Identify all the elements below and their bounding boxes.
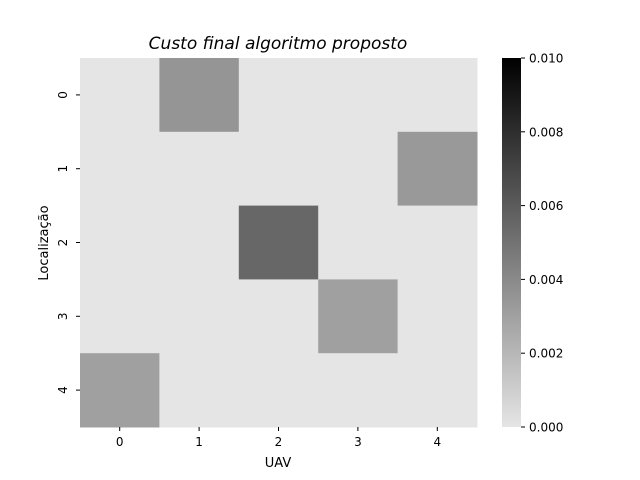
heatmap-cell-r1-c2 (238, 131, 319, 207)
x-axis-ticks: 0 1 2 3 4 (116, 427, 441, 449)
y-tick-label-4: 4 (56, 386, 70, 394)
y-tick-label-1: 1 (56, 165, 70, 173)
x-tick-label-0: 0 (116, 435, 124, 449)
colorbar-tick-label-5: 0.010 (529, 52, 563, 66)
heatmap-cell-r1-c4 (397, 131, 478, 207)
y-axis-ticks: 0 1 2 3 4 (56, 91, 80, 394)
heatmap-cell-r0-c2 (238, 58, 319, 133)
y-tick-label-3: 3 (56, 312, 70, 320)
y-tick-label-0: 0 (56, 91, 70, 99)
colorbar-tick-label-0: 0.000 (529, 421, 563, 435)
heatmap-cell-r2-c1 (159, 205, 240, 280)
heatmap-cell-r1-c3 (318, 131, 399, 207)
x-axis-label: UAV (265, 456, 292, 471)
x-tick-label-1: 1 (195, 435, 203, 449)
heatmap-cell-r2-c3 (318, 205, 399, 280)
heatmap-cell-r0-c3 (318, 58, 399, 133)
heatmap-cell-r4-c3 (318, 353, 399, 428)
x-tick-label-2: 2 (275, 435, 283, 449)
colorbar-tick-label-4: 0.008 (529, 125, 563, 139)
heatmap-cell-r3-c4 (397, 279, 478, 354)
chart-title: Custo final algoritmo proposto (149, 34, 408, 54)
x-tick-label-4: 4 (433, 435, 441, 449)
colorbar (502, 58, 521, 427)
heatmap-cell-r2-c2 (238, 205, 319, 280)
y-axis-label: Localização (37, 205, 52, 280)
heatmap-cell-r3-c3 (318, 279, 399, 354)
colorbar-tick-label-3: 0.006 (529, 199, 563, 213)
heatmap-cell-r1-c1 (159, 131, 240, 207)
x-tick-label-3: 3 (354, 435, 362, 449)
heatmap-cell-r3-c2 (238, 279, 319, 354)
heatmap-cell-r3-c0 (80, 279, 160, 354)
heatmap-cell-r3-c1 (159, 279, 240, 354)
heatmap-cell-r2-c4 (397, 205, 478, 280)
heatmap-cell-r0-c4 (397, 58, 478, 133)
colorbar-tick-label-2: 0.004 (529, 273, 563, 287)
heatmap-cells (80, 58, 478, 428)
colorbar-tick-label-1: 0.002 (529, 347, 563, 361)
heatmap-cell-r4-c0 (80, 353, 160, 428)
colorbar-ticks: 0.000 0.002 0.004 0.006 0.008 0.010 (521, 52, 563, 435)
heatmap-cell-r0-c1 (159, 58, 240, 133)
heatmap-cell-r1-c0 (80, 131, 160, 207)
heatmap-cell-r4-c2 (238, 353, 319, 428)
heatmap-cell-r0-c0 (80, 58, 160, 133)
heatmap-cell-r4-c4 (397, 353, 478, 428)
heatmap-cell-r4-c1 (159, 353, 240, 428)
y-tick-label-2: 2 (56, 239, 70, 247)
heatmap-cell-r2-c0 (80, 205, 160, 280)
